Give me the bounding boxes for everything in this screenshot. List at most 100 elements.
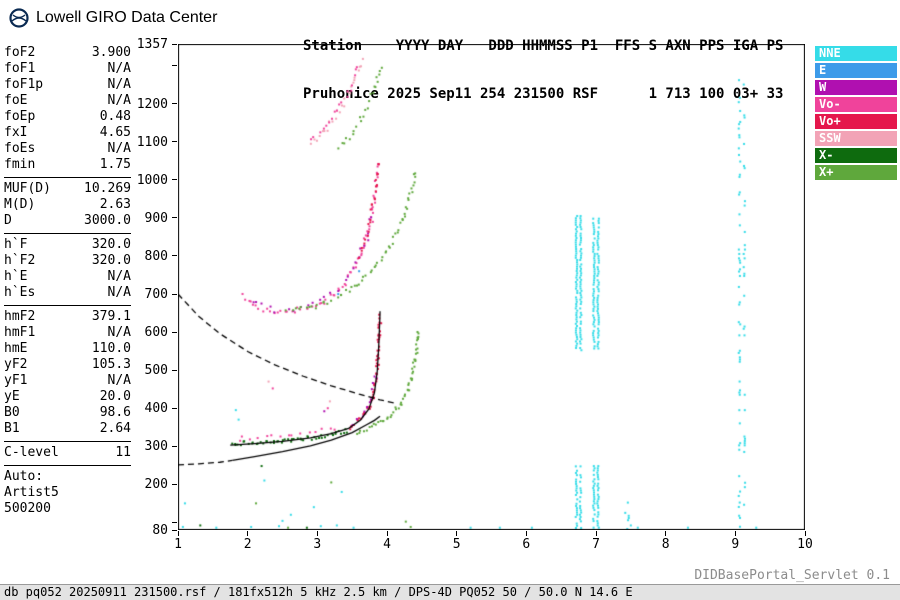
- y-tick-label: 200: [144, 477, 168, 493]
- parameter-panel: foF2 3.900 foF1 N/A foF1p N/A foE N/A foEp 0.48 fx…: [4, 44, 131, 519]
- auto-text: Auto:: [4, 469, 44, 484]
- param-value: N/A: [107, 325, 131, 340]
- param-row-C-level: C-level 11: [4, 445, 131, 461]
- param-value: N/A: [107, 269, 131, 284]
- param-label: yF1: [4, 373, 28, 388]
- param-label: D: [4, 213, 12, 228]
- param-label: hmE: [4, 341, 28, 356]
- y-tick: [172, 369, 177, 371]
- param-row-yF2: yF2 105.3: [4, 357, 131, 373]
- param-row-yE: yE 20.0: [4, 389, 131, 405]
- x-tick-label: 4: [383, 537, 391, 552]
- legend-item-Vo-: Vo-: [815, 97, 897, 112]
- param-value: N/A: [107, 285, 131, 300]
- param-row-D: D 3000.0: [4, 213, 131, 229]
- param-row-h`F2: h`F2 320.0: [4, 253, 131, 269]
- param-row-B0: B0 98.6: [4, 405, 131, 421]
- y-tick: [172, 217, 177, 219]
- param-row-h`Es: h`Es N/A: [4, 285, 131, 301]
- y-tick: [172, 445, 177, 447]
- y-tick: [172, 331, 177, 333]
- param-value: 3000.0: [84, 213, 131, 228]
- brand-link[interactable]: Lowell GIRO Data Center: [8, 7, 217, 29]
- x-tick-label: 6: [522, 537, 531, 552]
- y-tick: [172, 483, 177, 485]
- param-row-foF2: foF2 3.900: [4, 45, 131, 61]
- y-tick-label: 1357: [136, 37, 168, 52]
- param-value: 4.65: [99, 125, 131, 140]
- param-label: fmin: [4, 157, 36, 172]
- y-tick-label: 1200: [136, 96, 168, 112]
- param-label: hmF2: [4, 309, 36, 324]
- y-tick: [172, 179, 177, 181]
- param-label: B0: [4, 405, 20, 420]
- param-row-MUF(D): MUF(D) 10.269: [4, 181, 131, 197]
- x-tick: [804, 531, 806, 536]
- auto-line: 500200: [4, 501, 131, 517]
- y-tick-label: 900: [144, 210, 168, 226]
- param-label: fxI: [4, 125, 28, 140]
- y-tick: [172, 521, 177, 523]
- param-value: 0.48: [99, 109, 131, 124]
- param-value: 105.3: [91, 357, 131, 372]
- x-tick-label: 2: [243, 537, 252, 552]
- auto-block: Auto: Artist5 500200: [4, 465, 131, 519]
- ionogram-plot: [178, 44, 805, 530]
- param-label: C-level: [4, 445, 59, 460]
- param-label: h`Es: [4, 285, 36, 300]
- param-value: 1.75: [99, 157, 131, 172]
- param-label: MUF(D): [4, 181, 51, 196]
- y-tick: [172, 43, 177, 45]
- param-label: foF2: [4, 45, 36, 60]
- y-tick-label: 300: [144, 439, 168, 455]
- param-row-yF1: yF1 N/A: [4, 373, 131, 389]
- param-row-fxI: fxI 4.65: [4, 125, 131, 141]
- legend-item-W: W: [815, 80, 897, 95]
- y-tick-label: 80: [152, 523, 168, 538]
- y-tick: [172, 407, 177, 409]
- y-tick-label: 700: [144, 287, 168, 303]
- param-row-foEp: foEp 0.48: [4, 109, 131, 125]
- param-group: h`F 320.0 h`F2 320.0 h`E N/A h`Es N/A: [4, 233, 131, 303]
- x-tick-label: 7: [592, 537, 600, 552]
- y-tick-label: 800: [144, 248, 168, 264]
- y-tick-label: 500: [144, 363, 168, 379]
- param-row-B1: B1 2.64: [4, 421, 131, 437]
- status-bar: db pq052 20250911 231500.rsf / 181fx512h…: [0, 584, 900, 600]
- param-value: 2.63: [99, 197, 131, 212]
- param-value: N/A: [107, 93, 131, 108]
- y-tick: [172, 65, 177, 67]
- y-tick-label: 600: [144, 325, 168, 341]
- param-group: MUF(D) 10.269 M(D) 2.63 D 3000.0: [4, 177, 131, 231]
- x-tick-label: 10: [797, 537, 813, 552]
- param-value: 110.0: [91, 341, 131, 356]
- x-tick: [386, 531, 388, 536]
- x-tick: [177, 531, 179, 536]
- y-tick: [172, 293, 177, 295]
- param-value: N/A: [107, 373, 131, 388]
- y-tick: [172, 255, 177, 257]
- param-row-foEs: foEs N/A: [4, 141, 131, 157]
- param-label: foF1p: [4, 77, 44, 92]
- param-label: foEp: [4, 109, 36, 124]
- brand-title: Lowell GIRO Data Center: [36, 9, 218, 26]
- param-value: N/A: [107, 77, 131, 92]
- param-row-foE: foE N/A: [4, 93, 131, 109]
- giro-logo-icon: [8, 7, 30, 29]
- param-row-hmF1: hmF1 N/A: [4, 325, 131, 341]
- x-tick-label: 3: [313, 537, 322, 552]
- param-label: h`E: [4, 269, 28, 284]
- legend-item-E: E: [815, 63, 897, 78]
- param-row-fmin: fmin 1.75: [4, 157, 131, 173]
- legend-item-NNE: NNE: [815, 46, 897, 61]
- param-group: foF2 3.900 foF1 N/A foF1p N/A foE N/A foEp 0.48 fx…: [4, 44, 131, 175]
- param-value: N/A: [107, 141, 131, 156]
- param-value: N/A: [107, 61, 131, 76]
- y-tick-label: 400: [144, 401, 168, 417]
- param-row-M(D): M(D) 2.63: [4, 197, 131, 213]
- y-tick-label: 1100: [136, 134, 168, 150]
- param-value: 11: [115, 445, 131, 460]
- param-label: foE: [4, 93, 28, 108]
- param-value: 320.0: [91, 237, 131, 252]
